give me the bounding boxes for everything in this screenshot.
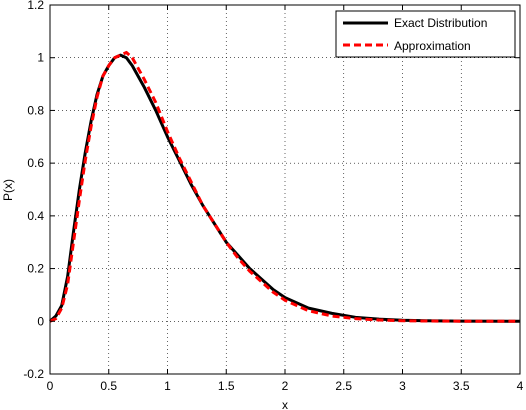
x-tick-label: 2.5 — [335, 379, 352, 393]
x-tick-label: 1 — [164, 379, 171, 393]
series-layer — [48, 50, 521, 323]
x-tick-label: 0 — [47, 379, 54, 393]
x-axis-label: x — [282, 398, 288, 410]
y-tick-label: 0.6 — [27, 156, 44, 170]
y-tick-label: -0.2 — [23, 367, 44, 381]
y-tick-label: 0.2 — [27, 262, 44, 276]
legend-label-approximation: Approximation — [394, 39, 471, 53]
y-tick-label: 1.2 — [27, 0, 44, 12]
legend-box — [335, 10, 516, 58]
ticks: 0 0.5 1 1.5 2 2.5 3 3.5 4-0.200.20.40.60.811.2 — [23, 0, 523, 393]
x-tick-label: 3 — [399, 379, 406, 393]
x-tick-label: 2 — [282, 379, 289, 393]
x-tick-label: 4 — [517, 379, 524, 393]
y-tick-label: 1 — [37, 51, 44, 65]
series-line-approximation — [49, 50, 521, 323]
grid — [50, 5, 520, 374]
y-tick-label: 0.4 — [27, 209, 44, 223]
x-tick-label: 3.5 — [453, 379, 470, 393]
x-tick-label: 0.5 — [100, 379, 117, 393]
legend-label-exact: Exact Distribution — [394, 16, 487, 30]
legend: Exact Distribution Approximation — [335, 10, 516, 58]
x-tick-label: 1.5 — [218, 379, 235, 393]
y-axis-label: P(x) — [1, 179, 15, 201]
y-tick-label: 0.8 — [27, 103, 44, 117]
y-tick-label: 0 — [37, 314, 44, 328]
